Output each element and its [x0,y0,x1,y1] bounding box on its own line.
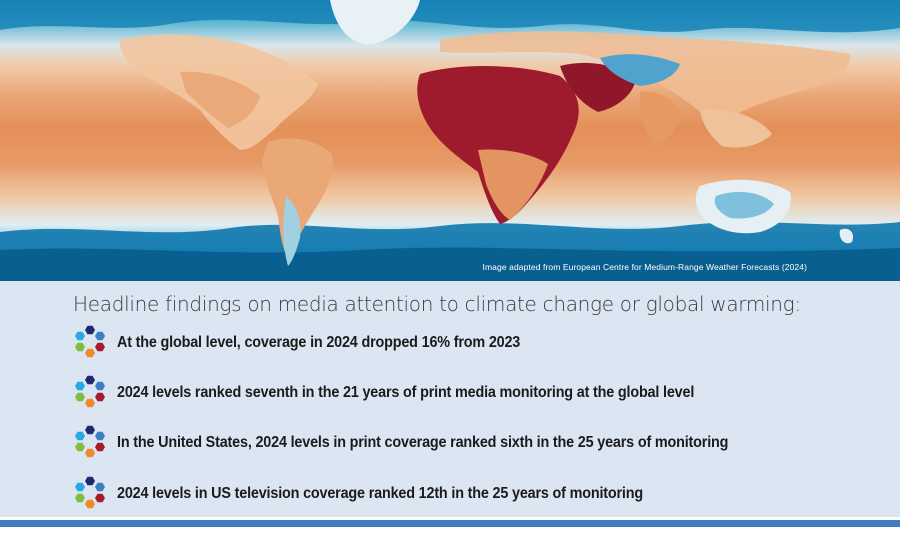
accent-rule [0,520,900,527]
finding-item: At the global level, coverage in 2024 dr… [73,325,565,361]
finding-text: 2024 levels ranked seventh in the 21 yea… [117,384,695,401]
finding-item: 2024 levels ranked seventh in the 21 yea… [73,375,758,411]
hexagon-cluster-icon [75,425,105,458]
finding-item: 2024 levels in US television coverage ra… [73,476,701,512]
hexagon-cluster-icon [75,375,105,408]
image-credit: Image adapted from European Centre for M… [482,262,807,272]
finding-text: In the United States, 2024 levels in pri… [117,434,729,451]
world-temperature-map: Image adapted from European Centre for M… [0,0,900,281]
findings-panel: Headline findings on media attention to … [0,281,900,517]
world-map-graphic [0,0,900,281]
hexagon-cluster-icon [75,325,105,358]
finding-item: In the United States, 2024 levels in pri… [73,425,796,461]
headline: Headline findings on media attention to … [73,292,801,316]
finding-text: 2024 levels in US television coverage ra… [117,485,643,502]
finding-text: At the global level, coverage in 2024 dr… [117,334,521,351]
hexagon-cluster-icon [75,476,105,509]
